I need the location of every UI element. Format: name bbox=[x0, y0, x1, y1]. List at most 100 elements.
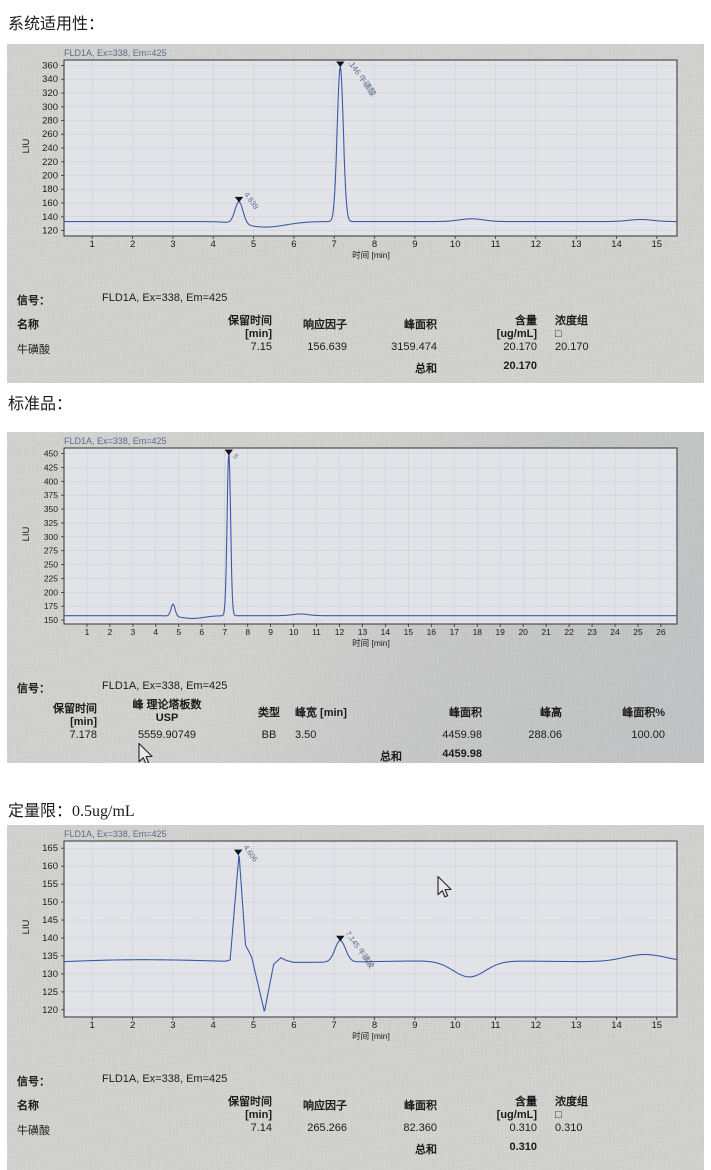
svg-text:10: 10 bbox=[289, 627, 299, 637]
svg-text:120: 120 bbox=[42, 1005, 58, 1016]
svg-text:9: 9 bbox=[412, 239, 417, 250]
svg-text:175: 175 bbox=[44, 601, 58, 611]
svg-text:1: 1 bbox=[90, 239, 95, 250]
svg-text:13: 13 bbox=[571, 1020, 582, 1031]
svg-text:5: 5 bbox=[251, 1020, 256, 1031]
svg-text:9: 9 bbox=[412, 1020, 417, 1031]
svg-text:19: 19 bbox=[495, 627, 505, 637]
svg-text:14: 14 bbox=[611, 1020, 622, 1031]
svg-text:25: 25 bbox=[633, 627, 643, 637]
svg-text:250: 250 bbox=[44, 560, 58, 570]
svg-text:15: 15 bbox=[652, 1020, 663, 1031]
svg-text:11: 11 bbox=[491, 1020, 501, 1031]
svg-text:340: 340 bbox=[42, 74, 58, 85]
svg-text:2: 2 bbox=[108, 627, 113, 637]
svg-text:160: 160 bbox=[42, 198, 58, 209]
svg-text:225: 225 bbox=[44, 574, 58, 584]
svg-text:FLD1A, Ex=338, Em=425: FLD1A, Ex=338, Em=425 bbox=[64, 48, 167, 58]
svg-text:350: 350 bbox=[44, 504, 58, 514]
svg-text:125: 125 bbox=[42, 987, 58, 998]
svg-text:6: 6 bbox=[199, 627, 204, 637]
svg-text:15: 15 bbox=[652, 239, 663, 250]
svg-text:24: 24 bbox=[610, 627, 620, 637]
svg-text:165: 165 bbox=[42, 843, 58, 854]
svg-text:3: 3 bbox=[170, 239, 175, 250]
svg-text:8: 8 bbox=[372, 1020, 377, 1031]
svg-text:26: 26 bbox=[656, 627, 666, 637]
svg-text:11: 11 bbox=[312, 627, 321, 637]
svg-text:FLD1A, Ex=338, Em=425: FLD1A, Ex=338, Em=425 bbox=[64, 829, 167, 839]
svg-text:4: 4 bbox=[211, 239, 216, 250]
svg-text:200: 200 bbox=[44, 587, 58, 597]
svg-text:3: 3 bbox=[170, 1020, 175, 1031]
svg-text:21: 21 bbox=[541, 627, 551, 637]
svg-text:14: 14 bbox=[611, 239, 622, 250]
svg-text:10: 10 bbox=[450, 1020, 461, 1031]
svg-text:4: 4 bbox=[211, 1020, 216, 1031]
svg-text:14: 14 bbox=[381, 627, 391, 637]
svg-text:135: 135 bbox=[42, 951, 58, 962]
svg-text:240: 240 bbox=[42, 143, 58, 154]
svg-text:5: 5 bbox=[176, 627, 181, 637]
svg-text:450: 450 bbox=[44, 449, 58, 459]
svg-text:5: 5 bbox=[251, 239, 256, 250]
svg-text:325: 325 bbox=[44, 518, 58, 528]
svg-text:20: 20 bbox=[518, 627, 528, 637]
svg-text:3: 3 bbox=[131, 627, 136, 637]
svg-text:280: 280 bbox=[42, 116, 58, 127]
svg-text:2: 2 bbox=[130, 1020, 135, 1031]
svg-text:12: 12 bbox=[531, 1020, 542, 1031]
svg-text:120: 120 bbox=[42, 226, 58, 237]
svg-text:23: 23 bbox=[587, 627, 597, 637]
svg-text:8: 8 bbox=[245, 627, 250, 637]
svg-text:150: 150 bbox=[42, 897, 58, 908]
svg-text:6: 6 bbox=[291, 239, 296, 250]
svg-text:160: 160 bbox=[42, 861, 58, 872]
svg-text:7: 7 bbox=[222, 627, 227, 637]
svg-text:145: 145 bbox=[42, 915, 58, 926]
svg-text:200: 200 bbox=[42, 171, 58, 182]
svg-text:180: 180 bbox=[42, 184, 58, 195]
svg-text:425: 425 bbox=[44, 462, 58, 472]
svg-text:16: 16 bbox=[427, 627, 437, 637]
svg-text:LIU: LIU bbox=[21, 526, 32, 541]
svg-text:11: 11 bbox=[491, 239, 501, 250]
svg-text:8: 8 bbox=[372, 239, 377, 250]
svg-text:LIU: LIU bbox=[21, 919, 32, 934]
svg-text:140: 140 bbox=[42, 933, 58, 944]
svg-text:13: 13 bbox=[571, 239, 582, 250]
svg-text:220: 220 bbox=[42, 157, 58, 168]
svg-text:400: 400 bbox=[44, 476, 58, 486]
svg-text:LIU: LIU bbox=[21, 138, 32, 153]
svg-text:7: 7 bbox=[332, 1020, 337, 1031]
svg-text:320: 320 bbox=[42, 88, 58, 99]
svg-text:17: 17 bbox=[450, 627, 460, 637]
svg-text:12: 12 bbox=[531, 239, 542, 250]
svg-text:130: 130 bbox=[42, 969, 58, 980]
svg-text:2: 2 bbox=[130, 239, 135, 250]
svg-text:140: 140 bbox=[42, 212, 58, 223]
svg-text:4: 4 bbox=[153, 627, 158, 637]
svg-text:260: 260 bbox=[42, 129, 58, 140]
svg-text:375: 375 bbox=[44, 490, 58, 500]
svg-text:1: 1 bbox=[85, 627, 90, 637]
svg-text:9: 9 bbox=[268, 627, 273, 637]
svg-text:时间 [min]: 时间 [min] bbox=[352, 1031, 390, 1041]
svg-text:时间 [min]: 时间 [min] bbox=[352, 250, 390, 260]
svg-text:22: 22 bbox=[564, 627, 574, 637]
svg-text:FLD1A, Ex=338, Em=425: FLD1A, Ex=338, Em=425 bbox=[64, 436, 167, 446]
svg-text:360: 360 bbox=[42, 61, 58, 72]
svg-text:15: 15 bbox=[404, 627, 414, 637]
svg-text:1: 1 bbox=[90, 1020, 95, 1031]
svg-text:275: 275 bbox=[44, 546, 58, 556]
svg-text:7: 7 bbox=[332, 239, 337, 250]
svg-text:150: 150 bbox=[44, 615, 58, 625]
svg-text:300: 300 bbox=[44, 532, 58, 542]
svg-text:155: 155 bbox=[42, 879, 58, 890]
svg-text:300: 300 bbox=[42, 102, 58, 113]
svg-text:6: 6 bbox=[291, 1020, 296, 1031]
svg-text:12: 12 bbox=[335, 627, 345, 637]
svg-text:10: 10 bbox=[450, 239, 461, 250]
svg-text:18: 18 bbox=[473, 627, 483, 637]
svg-text:时间 [min]: 时间 [min] bbox=[352, 638, 390, 648]
